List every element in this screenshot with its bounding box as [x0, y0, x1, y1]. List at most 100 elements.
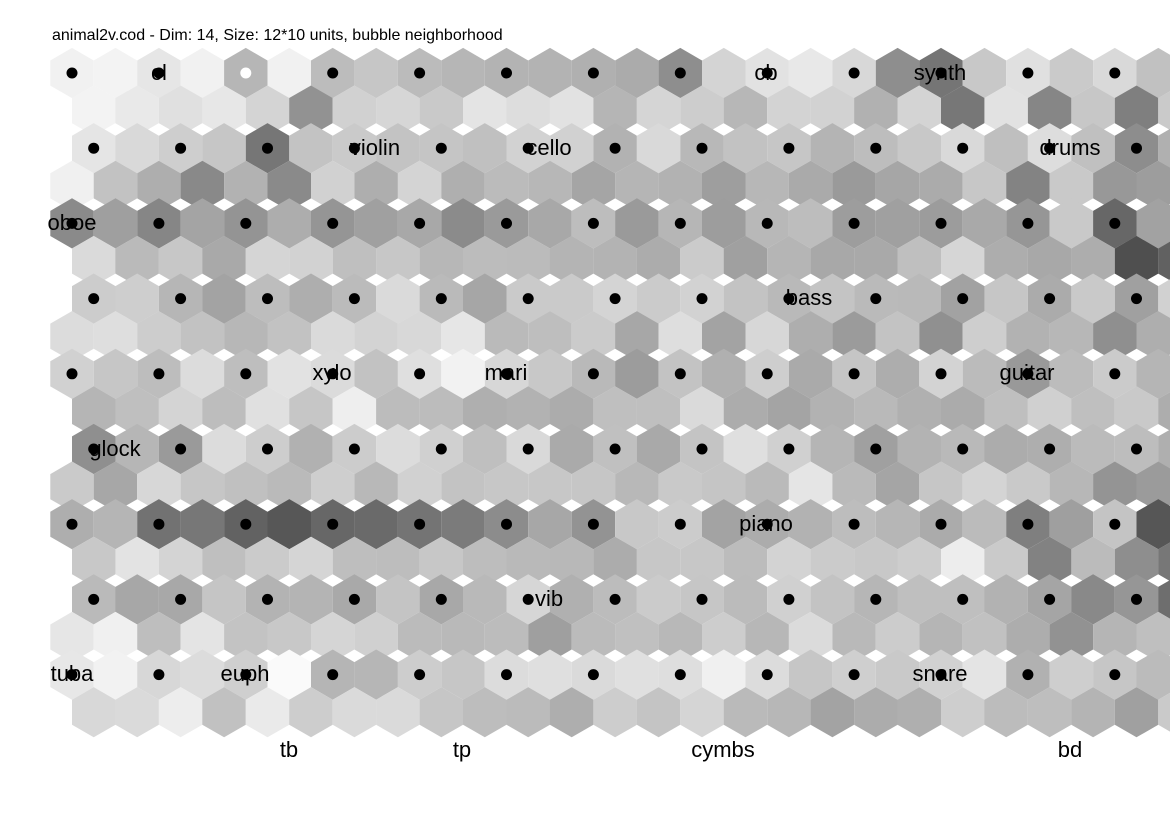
unit-label: guitar: [999, 360, 1054, 385]
map-unit-dot: [870, 143, 881, 154]
map-unit-dot: [588, 68, 599, 79]
map-unit-dot: [762, 669, 773, 680]
map-unit-dot: [327, 519, 338, 530]
unit-label: snare: [912, 661, 967, 686]
unit-label: oboe: [48, 210, 97, 235]
map-unit-dot: [1109, 218, 1120, 229]
map-unit-dot: [153, 368, 164, 379]
map-unit-dot: [1109, 519, 1120, 530]
unit-label: euph: [221, 661, 270, 686]
map-unit-dot: [327, 218, 338, 229]
map-unit-dot: [1044, 444, 1055, 455]
map-unit-dot: [1022, 519, 1033, 530]
map-unit-dot: [262, 594, 273, 605]
map-unit-dot: [501, 218, 512, 229]
map-unit-dot: [697, 444, 708, 455]
map-unit-dot: [240, 368, 251, 379]
unit-label: xylo: [312, 360, 351, 385]
unit-label: tb: [280, 737, 298, 762]
unit-label: tuba: [51, 661, 95, 686]
map-unit-dot: [349, 444, 360, 455]
map-unit-dot: [523, 444, 534, 455]
u-matrix-hex-grid: [50, 48, 1170, 737]
unit-label: cello: [526, 135, 571, 160]
map-unit-dot: [610, 594, 621, 605]
map-unit-dot: [414, 218, 425, 229]
map-unit-dot: [349, 293, 360, 304]
unit-label: piano: [739, 511, 793, 536]
map-unit-dot: [783, 143, 794, 154]
map-unit-dot: [675, 368, 686, 379]
map-unit-dot: [957, 594, 968, 605]
unit-label: cymbs: [691, 737, 755, 762]
map-unit-dot: [67, 519, 78, 530]
map-unit-dot: [870, 293, 881, 304]
map-unit-dot: [88, 594, 99, 605]
map-unit-dot: [175, 594, 186, 605]
map-unit-dot: [957, 143, 968, 154]
map-unit-dot: [67, 68, 78, 79]
map-unit-dot: [67, 368, 78, 379]
map-unit-dot: [762, 368, 773, 379]
map-unit-dot: [588, 368, 599, 379]
map-unit-dot: [870, 444, 881, 455]
map-unit-dot: [697, 594, 708, 605]
map-unit-dot: [675, 68, 686, 79]
map-unit-dot: [675, 519, 686, 530]
map-unit-dot: [936, 519, 947, 530]
map-unit-dot: [588, 519, 599, 530]
unit-label: vib: [535, 586, 563, 611]
map-unit-dot: [588, 669, 599, 680]
unit-label: glock: [89, 436, 141, 461]
map-unit-dot: [436, 444, 447, 455]
unit-label: cl: [151, 60, 167, 85]
map-unit-dot: [936, 368, 947, 379]
figure-title: animal2v.cod - Dim: 14, Size: 12*10 unit…: [52, 27, 503, 44]
map-unit-dot: [849, 519, 860, 530]
map-unit-dot: [175, 293, 186, 304]
map-unit-dot: [240, 218, 251, 229]
map-unit-dot: [414, 669, 425, 680]
map-unit-dot: [327, 669, 338, 680]
map-unit-dot: [849, 218, 860, 229]
unit-label: bass: [786, 285, 832, 310]
map-unit-dot: [327, 68, 338, 79]
map-unit-dot: [175, 143, 186, 154]
map-unit-dot: [436, 594, 447, 605]
map-unit-dot: [849, 368, 860, 379]
map-unit-dot: [610, 293, 621, 304]
map-unit-dot: [1044, 594, 1055, 605]
map-unit-dot: [153, 669, 164, 680]
map-unit-dot: [262, 143, 273, 154]
map-unit-dot: [1131, 594, 1142, 605]
map-unit-dot: [1109, 669, 1120, 680]
map-unit-dot: [414, 368, 425, 379]
map-unit-dot: [414, 68, 425, 79]
map-unit-dot: [262, 293, 273, 304]
map-unit-dot: [697, 293, 708, 304]
unit-label: synth: [914, 60, 967, 85]
map-unit-dot: [849, 669, 860, 680]
map-unit-dot: [240, 68, 251, 79]
map-unit-dot: [262, 444, 273, 455]
map-unit-dot: [1131, 444, 1142, 455]
unit-label: bd: [1058, 737, 1082, 762]
map-unit-dot: [523, 594, 534, 605]
map-unit-dot: [153, 519, 164, 530]
map-unit-dot: [436, 143, 447, 154]
map-unit-dot: [1131, 293, 1142, 304]
map-unit-dot: [175, 444, 186, 455]
map-unit-dot: [1022, 218, 1033, 229]
map-unit-dot: [240, 519, 251, 530]
map-unit-dot: [610, 143, 621, 154]
map-unit-dot: [588, 218, 599, 229]
map-unit-dot: [675, 218, 686, 229]
map-unit-dot: [849, 68, 860, 79]
map-unit-dot: [610, 444, 621, 455]
map-unit-dot: [870, 594, 881, 605]
unit-label: cb: [754, 60, 777, 85]
map-unit-dot: [1109, 68, 1120, 79]
map-unit-dot: [436, 293, 447, 304]
map-unit-dot: [349, 594, 360, 605]
